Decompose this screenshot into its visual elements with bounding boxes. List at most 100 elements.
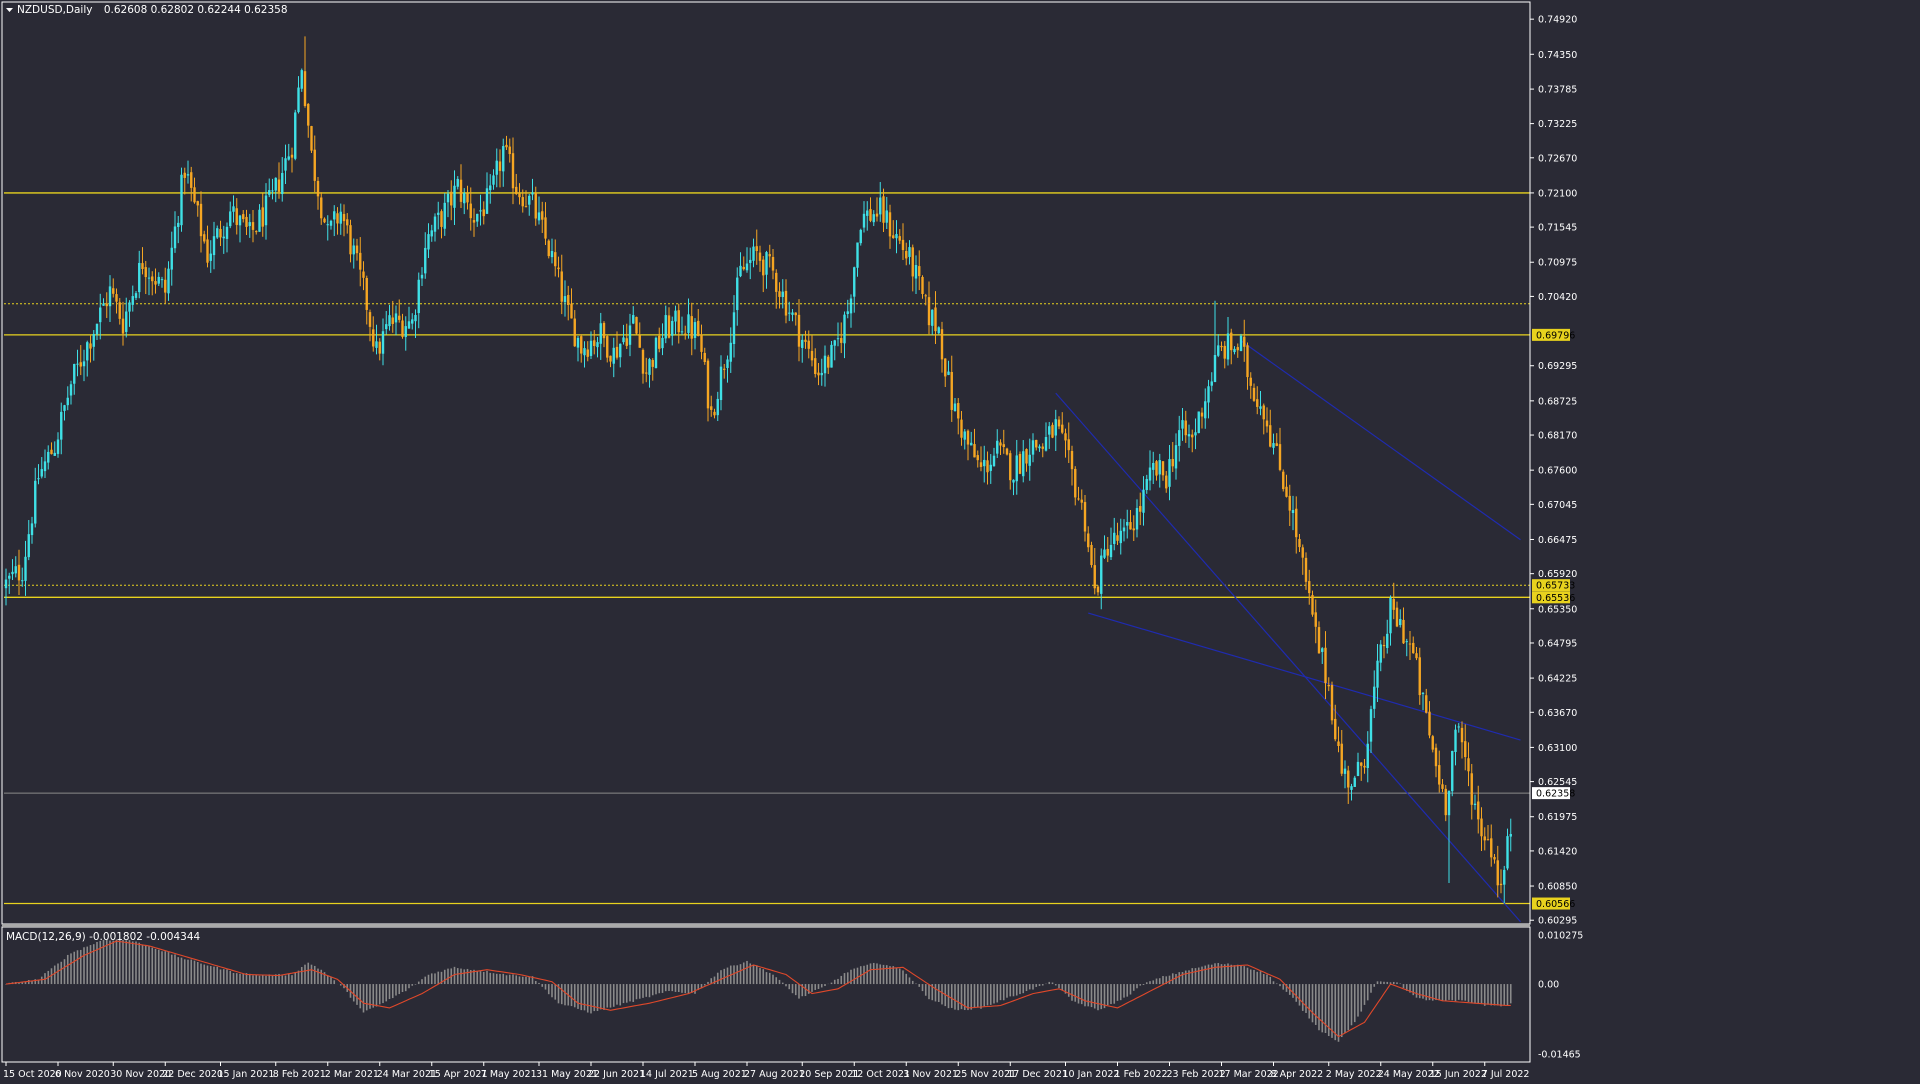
candle xyxy=(378,338,381,361)
candle-body xyxy=(1486,839,1490,841)
candle-body xyxy=(1327,684,1330,687)
candle-body xyxy=(560,271,563,302)
candle xyxy=(1158,453,1161,488)
candle-body xyxy=(1022,451,1025,477)
candle-body xyxy=(885,210,888,223)
candle-body xyxy=(843,314,846,344)
candle xyxy=(784,279,788,324)
candle-body xyxy=(875,213,879,217)
candle-body xyxy=(170,247,173,270)
candle xyxy=(1239,333,1243,352)
candle xyxy=(147,267,151,296)
candle-body xyxy=(1087,533,1090,548)
candle-body xyxy=(453,185,456,208)
price-tick-label: 0.70420 xyxy=(1538,292,1577,303)
candle xyxy=(771,249,775,280)
candle xyxy=(1077,486,1080,501)
candle-body xyxy=(534,192,537,219)
candle-body xyxy=(765,252,768,275)
candle-body xyxy=(47,451,50,463)
time-tick-label: 6 Nov 2020 xyxy=(55,1069,110,1080)
candle-body xyxy=(1204,401,1207,419)
candle-body xyxy=(836,338,840,340)
candle xyxy=(817,363,820,386)
candle-body xyxy=(69,384,73,396)
candle-body xyxy=(515,186,518,195)
candle-body xyxy=(619,343,622,358)
candle-body xyxy=(336,213,339,224)
candle-body xyxy=(427,234,430,250)
candle xyxy=(60,402,63,455)
candle xyxy=(144,260,147,295)
candle-body xyxy=(1444,788,1447,816)
candle-body xyxy=(92,334,95,347)
macd-tick-label: 0.00 xyxy=(1538,980,1559,991)
candle xyxy=(700,324,703,360)
candle xyxy=(1200,407,1204,429)
candle xyxy=(719,355,723,411)
candle-body xyxy=(1408,643,1412,645)
candle xyxy=(680,316,684,335)
candle xyxy=(872,210,875,227)
triangle-down-icon[interactable] xyxy=(6,8,13,12)
time-tick-label: 23 Feb 2022 xyxy=(1167,1069,1226,1080)
candle-body xyxy=(781,291,784,298)
candle-body xyxy=(1470,773,1473,805)
candle-body xyxy=(216,228,219,238)
candle-body xyxy=(654,337,658,369)
candle-body xyxy=(924,295,927,297)
candle-body xyxy=(128,302,131,312)
candle-body xyxy=(827,356,830,368)
candle-body xyxy=(261,207,264,227)
candle xyxy=(1340,730,1343,777)
candle-body xyxy=(53,452,56,456)
candle-body xyxy=(1324,647,1327,684)
candle-body xyxy=(742,266,745,270)
candle xyxy=(1389,595,1392,646)
candle-body xyxy=(983,459,986,467)
candle xyxy=(1399,609,1402,628)
candle xyxy=(794,312,797,326)
candle-body xyxy=(229,211,232,227)
candle xyxy=(352,238,355,269)
candle-body xyxy=(908,247,911,257)
candle xyxy=(284,144,287,185)
candle xyxy=(1090,541,1093,568)
candle-body xyxy=(1200,412,1204,417)
candle xyxy=(836,322,840,347)
candle xyxy=(654,336,658,369)
candle-body xyxy=(1379,644,1382,663)
candle xyxy=(1122,519,1126,542)
candle-body xyxy=(1490,838,1493,858)
candle-body xyxy=(684,333,687,335)
candle-body xyxy=(1493,857,1496,860)
candle-body xyxy=(1044,437,1048,451)
candle-body xyxy=(1480,818,1483,837)
candle xyxy=(1252,383,1256,402)
candle-body xyxy=(144,267,147,278)
candle xyxy=(992,447,996,467)
candle-body xyxy=(638,335,641,348)
candle-body xyxy=(736,277,739,311)
candle xyxy=(326,215,329,241)
candle xyxy=(1282,469,1285,492)
candle xyxy=(76,349,79,377)
candle-body xyxy=(102,303,105,306)
candle xyxy=(697,309,700,337)
candle-body xyxy=(495,160,498,175)
candle-body xyxy=(196,201,199,206)
candle xyxy=(414,309,417,339)
candle xyxy=(1503,865,1506,904)
candle xyxy=(469,187,472,231)
candle-body xyxy=(1213,355,1217,383)
candle-body xyxy=(784,290,788,316)
candle xyxy=(24,540,27,596)
candle xyxy=(989,454,992,484)
candle xyxy=(1230,328,1233,365)
candle xyxy=(186,160,190,184)
candle xyxy=(485,172,489,215)
candle-body xyxy=(398,315,401,320)
